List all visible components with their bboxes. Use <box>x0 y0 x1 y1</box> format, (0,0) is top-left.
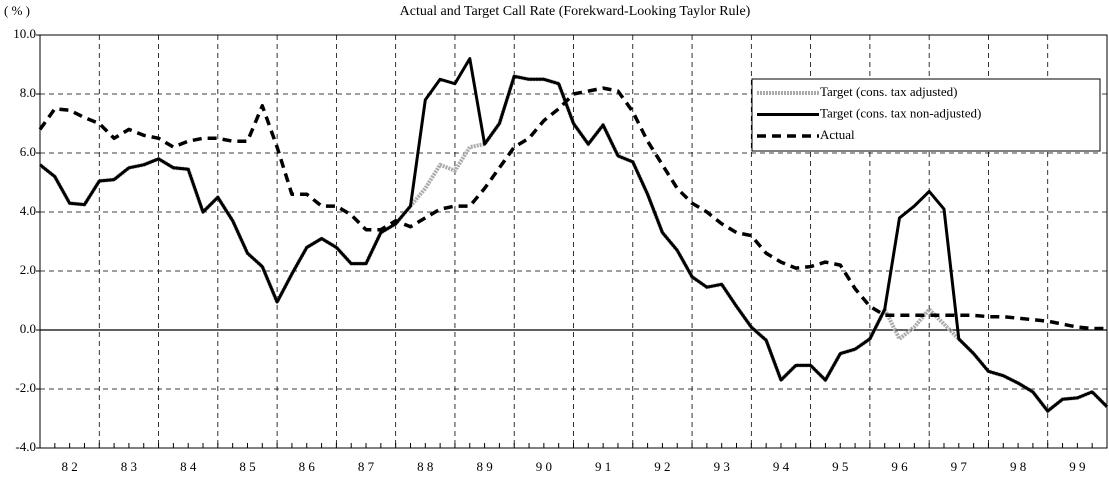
x-tick-label: 8 7 <box>358 459 375 474</box>
x-tick-label: 9 9 <box>1069 459 1085 474</box>
series-line <box>38 86 1107 331</box>
x-tick-label: 9 0 <box>536 459 552 474</box>
x-tick-label: 8 8 <box>417 459 433 474</box>
legend-label: Target (cons. tax non-adjusted) <box>820 105 981 120</box>
x-tick-label: 9 5 <box>832 459 848 474</box>
x-tick-label: 9 2 <box>654 459 670 474</box>
y-tick-label: 4.0 <box>20 203 36 218</box>
y-tick-label: 6.0 <box>20 144 36 159</box>
x-tick-label: 9 1 <box>595 459 611 474</box>
x-tick-label: 9 6 <box>891 459 908 474</box>
y-tick-label: 0.0 <box>20 321 36 336</box>
x-tick-label: 8 9 <box>476 459 492 474</box>
x-tick-label: 8 5 <box>239 459 255 474</box>
x-tick-label: 9 7 <box>951 459 968 474</box>
chart-title: Actual and Target Call Rate (Forekward-L… <box>400 4 751 19</box>
legend: Target (cons. tax adjusted) Target (cons.… <box>751 78 1101 152</box>
y-tick-label: -4.0 <box>15 439 36 454</box>
x-tick-label: 9 8 <box>1010 459 1026 474</box>
x-tick-label: 8 6 <box>299 459 316 474</box>
legend-label: Actual <box>820 127 855 142</box>
x-tick-label: 9 4 <box>773 459 790 474</box>
y-tick-label: 8.0 <box>20 85 36 100</box>
x-tick-label: 8 4 <box>180 459 197 474</box>
x-tick-label: 8 2 <box>62 459 78 474</box>
x-tick-label: 8 3 <box>121 459 137 474</box>
y-tick-label: 10.0 <box>13 26 36 41</box>
plot-frame <box>39 34 1108 449</box>
y-tick-label: 2.0 <box>20 262 36 277</box>
y-axis-label: ( % ) <box>4 3 30 18</box>
x-tick-label: 9 3 <box>714 459 730 474</box>
legend-label: Target (cons. tax adjusted) <box>820 84 957 99</box>
y-tick-label: -2.0 <box>15 380 36 395</box>
series-line <box>39 57 1109 413</box>
